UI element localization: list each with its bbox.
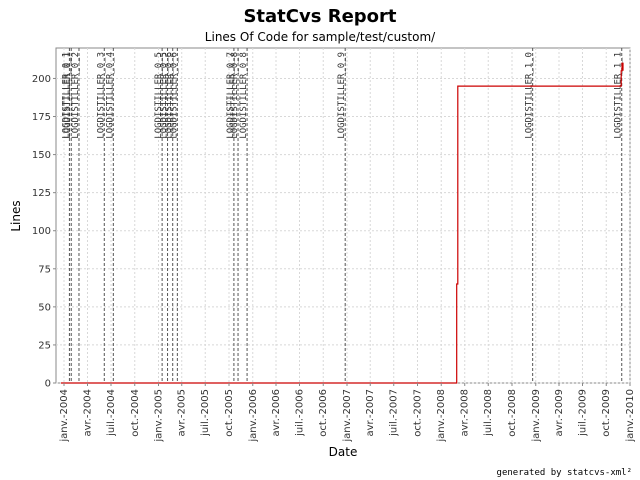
x-axis-ticks: janv.-2004 avr.-2004 juil.-2004 oct.-2004 ja… bbox=[59, 383, 636, 443]
y-tick-label: 200 bbox=[32, 74, 51, 85]
x-tick-label: oct.-2006 bbox=[318, 389, 329, 437]
y-tick-label: 150 bbox=[32, 150, 51, 161]
release-marker-label: LOGDISTILLER_0_8 bbox=[239, 52, 249, 139]
x-tick-label: juil.-2009 bbox=[577, 389, 588, 437]
y-tick-label: 50 bbox=[38, 302, 51, 313]
x-tick-label: oct.-2007 bbox=[412, 389, 423, 437]
series-line bbox=[60, 62, 624, 384]
x-tick-label: oct.-2005 bbox=[224, 389, 235, 437]
series-layer bbox=[60, 62, 624, 384]
release-marker-label: LOGDISTILLER_0_2 bbox=[71, 52, 81, 139]
plot-area bbox=[55, 47, 631, 384]
x-tick-label: juil.-2006 bbox=[294, 389, 305, 437]
y-axis-ticks: 0 25 50 75 100 125 150 175 200 bbox=[32, 74, 56, 390]
x-tick-label: janv.-2006 bbox=[248, 389, 259, 443]
generated-by-footer: generated by statcvs-xml² bbox=[497, 468, 632, 478]
x-tick-label: juil.-2007 bbox=[389, 389, 400, 437]
x-tick-label: juil.-2005 bbox=[200, 389, 211, 437]
x-tick-label: avr.-2004 bbox=[83, 389, 94, 436]
release-marker-label: LOGDISTILLER_0_9 bbox=[337, 52, 347, 139]
x-tick-label: janv.-2009 bbox=[531, 389, 542, 443]
release-marker-label: LOGDISTILLER_0_8 bbox=[230, 52, 240, 139]
release-marker-label: LOGDISTILLER_0_5 bbox=[154, 52, 164, 139]
x-tick-label: janv.-2004 bbox=[59, 389, 70, 443]
x-tick-label: avr.-2007 bbox=[365, 389, 376, 436]
x-tick-label: janv.-2008 bbox=[436, 389, 447, 443]
chart-subtitle: Lines Of Code for sample/test/custom/ bbox=[205, 30, 436, 44]
x-tick-label: oct.-2004 bbox=[130, 389, 141, 437]
x-tick-label: avr.-2005 bbox=[177, 389, 188, 436]
release-marker-label: LOGDISTILLER_0_6 bbox=[169, 52, 179, 139]
x-tick-label: oct.-2008 bbox=[507, 389, 518, 437]
release-marker-label: LOGDISTILLER_1_0 bbox=[525, 52, 535, 139]
x-tick-label: avr.-2009 bbox=[554, 389, 565, 436]
release-marker-label: LOGDISTILLER_0_3 bbox=[96, 52, 106, 139]
release-marker-label: LOGDISTILLER_0_6 bbox=[165, 52, 175, 139]
x-tick-label: janv.-2007 bbox=[342, 389, 353, 443]
x-tick-label: janv.-2005 bbox=[154, 389, 165, 443]
x-tick-label: avr.-2008 bbox=[460, 389, 471, 436]
x-tick-label: janv.-2010 bbox=[625, 389, 636, 443]
y-tick-label: 125 bbox=[32, 188, 51, 199]
y-axis-label: Lines bbox=[9, 200, 23, 231]
release-marker-label: LOGDISTILLER_1_1 bbox=[614, 52, 624, 139]
y-tick-label: 175 bbox=[32, 112, 51, 123]
release-marker-label: LOGDISTILLER_0_1 bbox=[63, 52, 73, 139]
release-marker-label: LOGDISTILLER_0_7 bbox=[226, 52, 236, 139]
chart-title: StatCvs Report bbox=[243, 6, 396, 27]
y-tick-label: 75 bbox=[38, 264, 51, 275]
y-tick-label: 100 bbox=[32, 226, 51, 237]
x-axis-label: Date bbox=[329, 445, 358, 459]
release-marker-label: LOGDISTILLER_0_5 bbox=[160, 52, 170, 139]
release-marker-label: LOGDISTILLER_0_4 bbox=[105, 52, 115, 139]
y-tick-label: 25 bbox=[38, 340, 51, 351]
x-tick-label: juil.-2004 bbox=[106, 389, 117, 437]
y-tick-label: 0 bbox=[45, 379, 51, 390]
x-tick-label: avr.-2006 bbox=[271, 389, 282, 436]
x-tick-label: oct.-2009 bbox=[601, 389, 612, 437]
release-marker-label: LOGDISTILLER_0_1 bbox=[61, 52, 71, 139]
x-tick-label: juil.-2008 bbox=[483, 389, 494, 437]
release-markers: LOGDISTILLER_0_1LOGDISTILLER_0_1LOGDISTI… bbox=[61, 48, 624, 383]
